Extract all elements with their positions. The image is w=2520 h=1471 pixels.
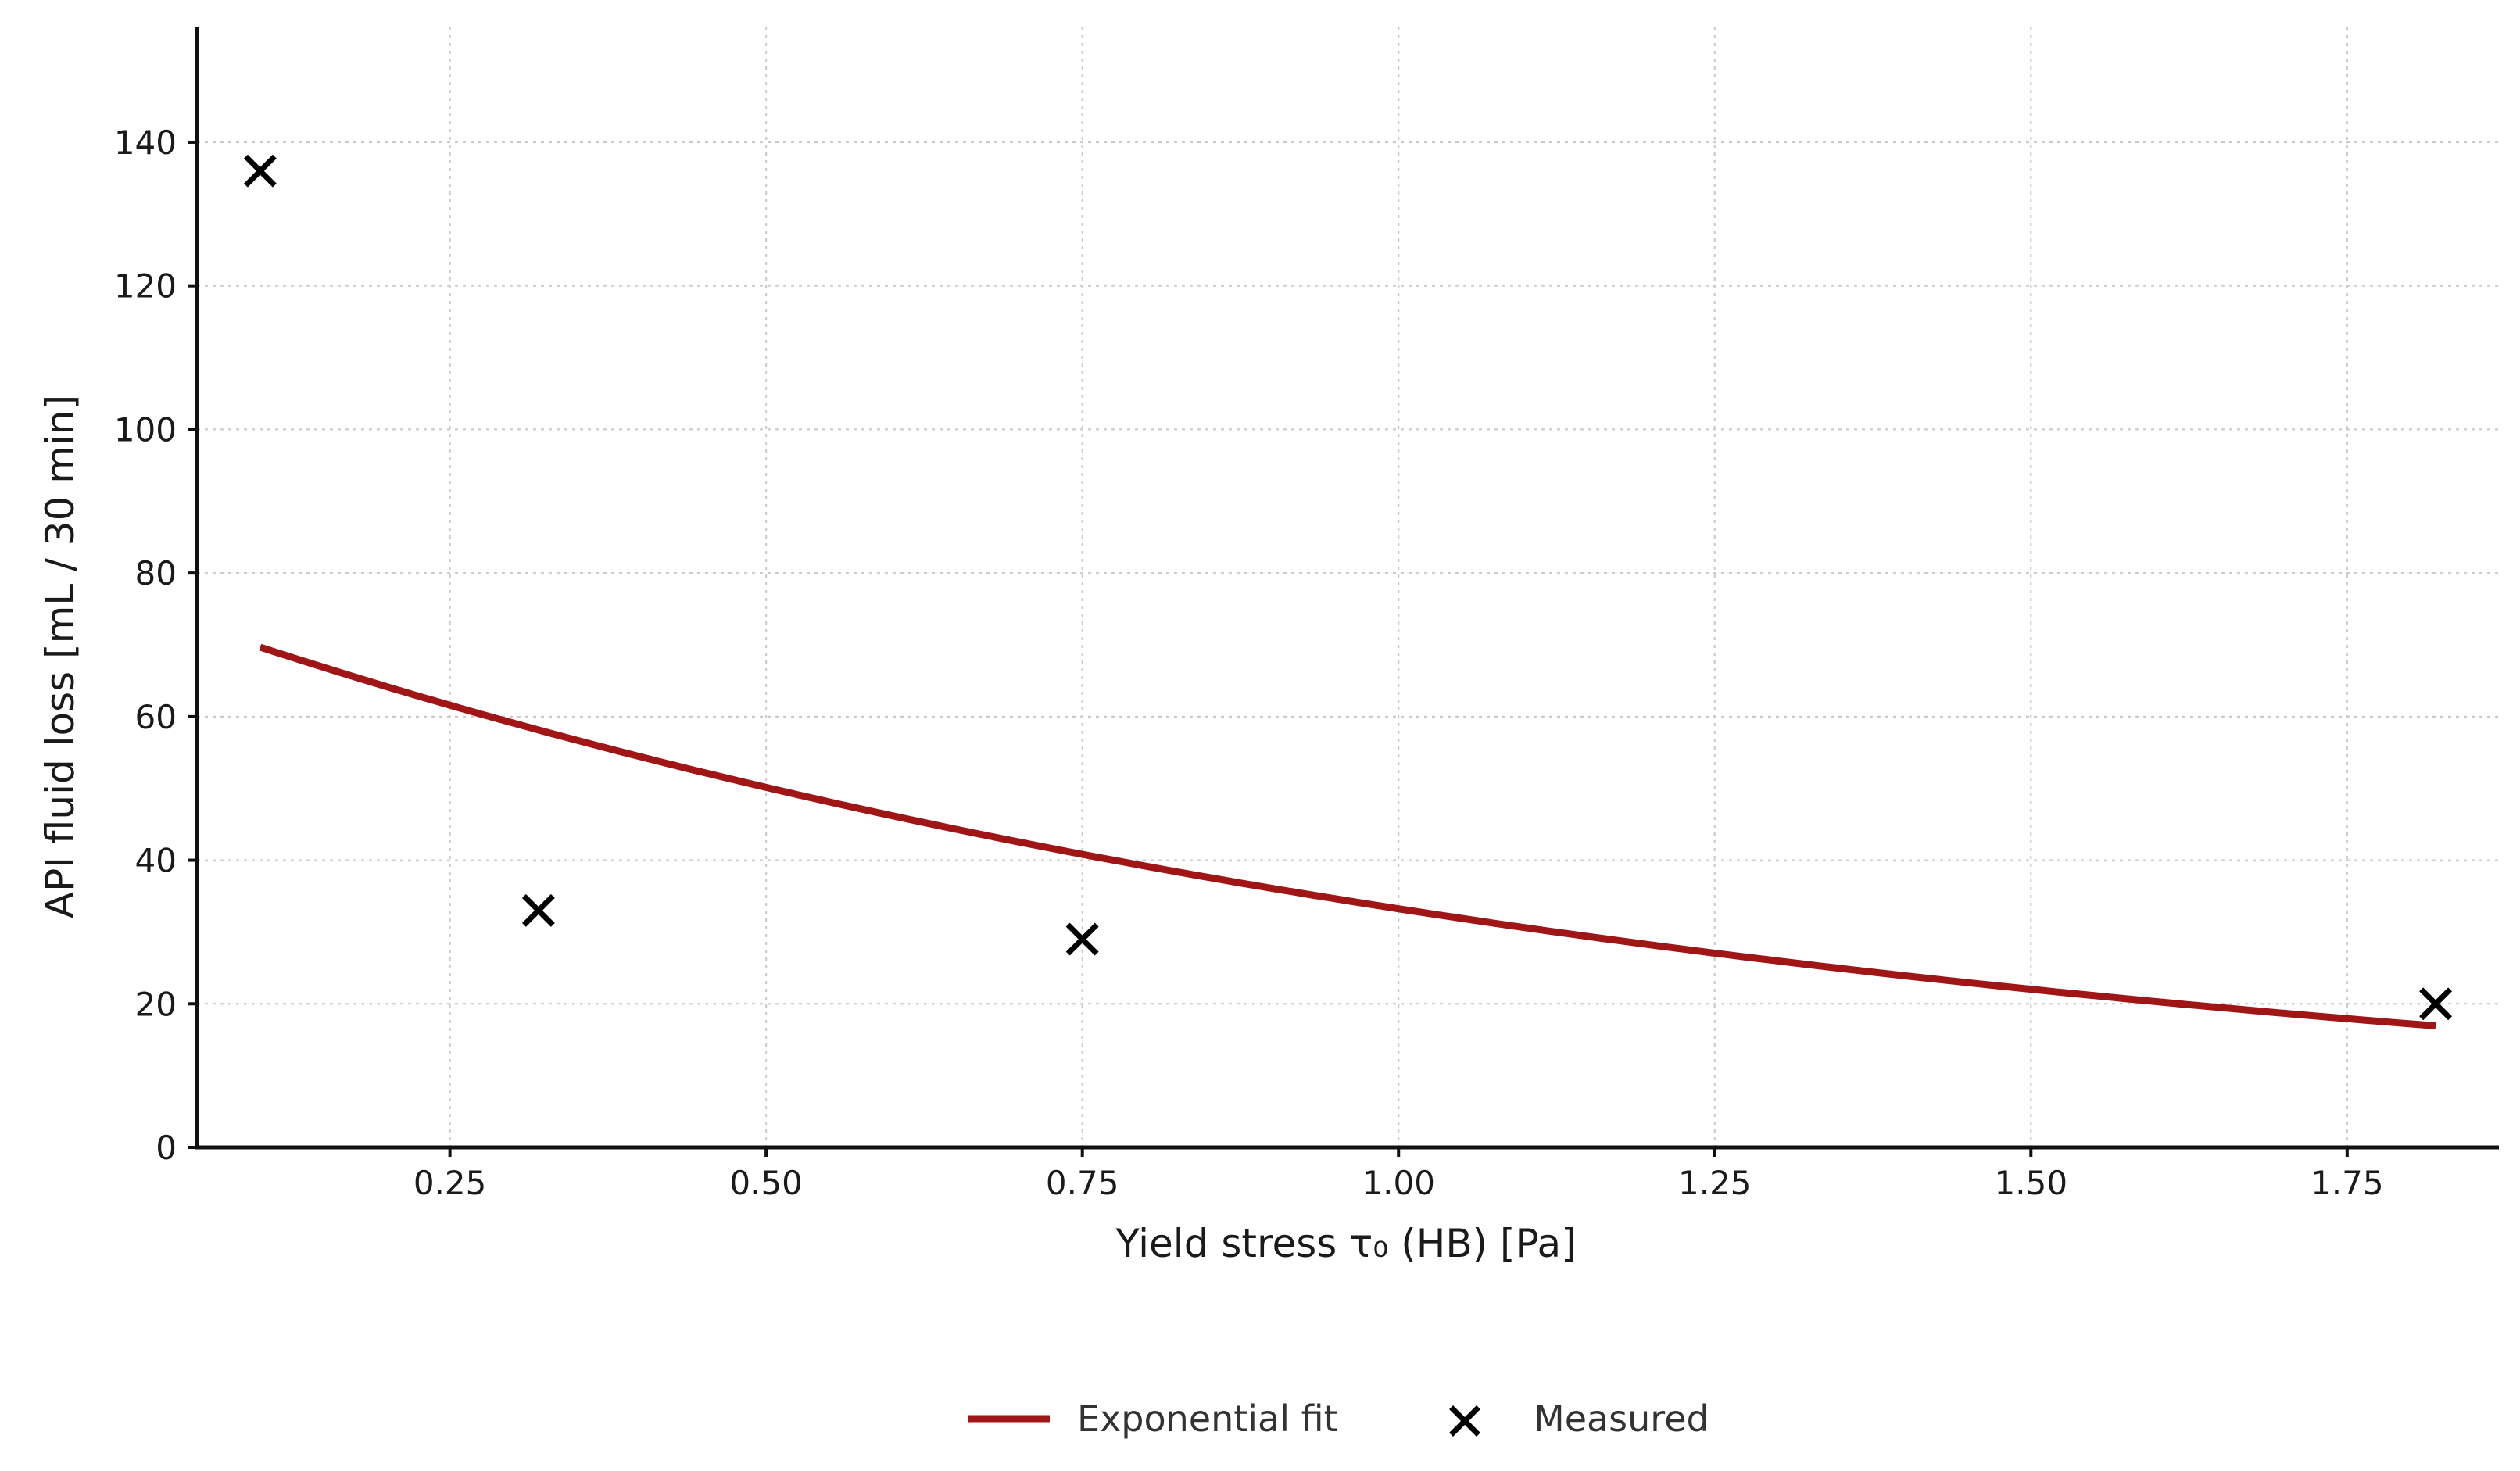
measured-point bbox=[243, 154, 277, 188]
y-axis-label: API fluid loss [mL / 30 min] bbox=[38, 395, 83, 918]
legend-label-measured: Measured bbox=[1534, 1398, 1709, 1440]
measured-point bbox=[521, 893, 555, 927]
y-tick-label: 100 bbox=[114, 410, 177, 449]
x-tick-label: 1.50 bbox=[1995, 1164, 2068, 1202]
x-tick-label: 1.00 bbox=[1362, 1164, 1435, 1202]
legend-label-fit: Exponential fit bbox=[1077, 1398, 1338, 1440]
legend: Exponential fit Measured bbox=[968, 1398, 1709, 1440]
y-tick-label: 0 bbox=[156, 1129, 177, 1167]
y-tick-label: 20 bbox=[135, 985, 177, 1023]
plot-area bbox=[243, 154, 2453, 1029]
x-axis-label: Yield stress τ₀ (HB) [Pa] bbox=[1115, 1221, 1576, 1266]
y-tick-label: 40 bbox=[135, 842, 177, 880]
y-tick-label: 80 bbox=[135, 554, 177, 592]
measured-point bbox=[2419, 987, 2453, 1021]
grid bbox=[197, 27, 2499, 1147]
y-tick-label: 60 bbox=[135, 698, 177, 736]
y-tick-label: 140 bbox=[114, 123, 177, 162]
legend-x-marker bbox=[1449, 1405, 1480, 1437]
axes bbox=[195, 27, 2499, 1150]
x-tick-label: 1.25 bbox=[1678, 1164, 1752, 1202]
x-tick-label: 1.75 bbox=[2311, 1164, 2384, 1202]
fit-line bbox=[259, 643, 2436, 1029]
ticks: 0.25 0.50 0.75 1.00 1.25 1.50 1.75 0 20 40 60 80 100… bbox=[114, 123, 2384, 1202]
y-tick-label: 120 bbox=[114, 267, 177, 306]
measured-point bbox=[1065, 922, 1099, 956]
x-tick-label: 0.50 bbox=[729, 1164, 803, 1202]
x-tick-label: 0.75 bbox=[1046, 1164, 1119, 1202]
x-tick-label: 0.25 bbox=[413, 1164, 487, 1202]
